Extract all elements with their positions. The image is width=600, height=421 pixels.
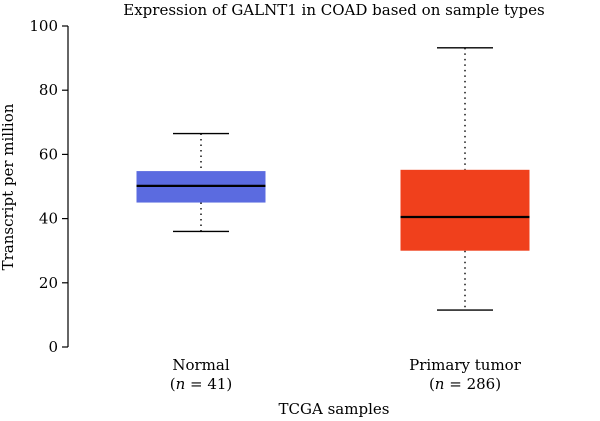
y-tick-label-100: 100 <box>29 17 58 35</box>
y-tick-label-0: 0 <box>48 338 58 356</box>
y-tick-label-40: 40 <box>39 210 58 228</box>
box-plot-groups <box>136 47 530 311</box>
sample-count-value: = 286) <box>444 375 501 393</box>
sample-count-value: = 41) <box>185 375 232 393</box>
box-group-0 <box>136 132 266 233</box>
iqr-box <box>400 169 530 251</box>
y-tick-label-60: 60 <box>39 145 58 163</box>
paren-open: ( <box>170 375 176 393</box>
category-label-1: Primary tumor <box>409 356 522 374</box>
n-variable: n <box>176 375 186 393</box>
y-axis-ticks: 0 20 40 60 80 100 <box>29 17 68 356</box>
n-variable: n <box>435 375 445 393</box>
y-tick-label-20: 20 <box>39 274 58 292</box>
x-axis-label: TCGA samples <box>279 400 390 418</box>
category-label-0: Normal <box>172 356 229 374</box>
paren-open: ( <box>429 375 435 393</box>
y-tick-label-80: 80 <box>39 81 58 99</box>
y-axis-label: Transcript per million <box>0 103 17 270</box>
chart-title: Expression of GALNT1 in COAD based on sa… <box>123 1 544 19</box>
category-labels: Normal(n = 41)Primary tumor(n = 286) <box>170 356 522 393</box>
box-group-1 <box>400 47 530 311</box>
sample-count-label-0: (n = 41) <box>170 375 233 393</box>
sample-count-label-1: (n = 286) <box>429 375 501 393</box>
